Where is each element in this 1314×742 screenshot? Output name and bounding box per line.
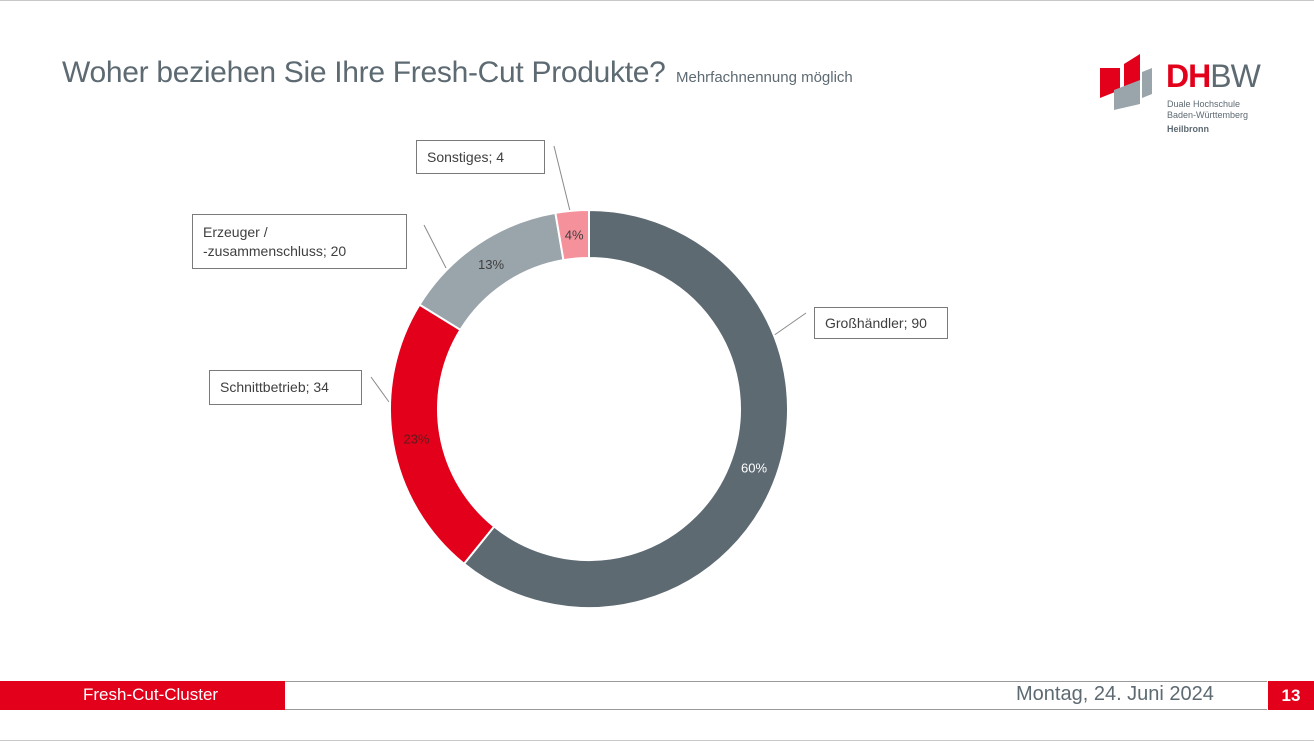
footer-rule-bottom <box>285 709 1267 710</box>
top-rule <box>0 0 1314 1</box>
percent-label-grosshaendler: 60% <box>741 460 767 475</box>
leader-line-grosshaendler <box>772 312 807 337</box>
logo-line2: Baden-Württemberg <box>1167 110 1249 120</box>
leader-line-schnittbetrieb <box>370 376 390 403</box>
logo-line1: Duale Hochschule <box>1167 99 1241 109</box>
percent-label-sonstiges: 4% <box>565 228 584 243</box>
leader-line-erzeuger-zusammenschluss <box>423 224 447 269</box>
footer-red-bar <box>0 681 285 710</box>
doughnut-chart: 60% 23% 13% 4% <box>370 145 807 609</box>
callout-erzeuger-line1: Erzeuger / <box>203 223 268 240</box>
dhbw-logo-mark <box>1100 54 1152 110</box>
page-number: 13 <box>1268 681 1314 710</box>
dhbw-logo: DHBW Duale Hochschule Baden-Württemberg … <box>1100 54 1270 138</box>
callout-grosshaendler: Großhändler; 90 <box>814 307 948 339</box>
callout-erzeuger-line2: -zusammenschluss; 20 <box>203 242 347 259</box>
bottom-rule <box>0 740 1314 741</box>
callout-schnittbetrieb-text: Schnittbetrieb; 34 <box>220 379 329 395</box>
callout-schnittbetrieb: Schnittbetrieb; 34 <box>209 370 362 405</box>
percent-label-schnittbetrieb: 23% <box>404 432 430 447</box>
slide-header: Woher beziehen Sie Ihre Fresh-Cut Produk… <box>62 56 853 90</box>
logo-word-gray: BW <box>1210 58 1261 94</box>
callout-grosshaendler-text: Großhändler; 90 <box>825 314 927 331</box>
leader-line-sonstiges <box>553 145 571 212</box>
footer-rule-top <box>285 681 1267 682</box>
slice-sonstiges <box>554 208 590 262</box>
slide-subtitle: Mehrfachnennung möglich <box>676 69 853 86</box>
slide-title: Woher beziehen Sie Ihre Fresh-Cut Produk… <box>62 56 666 89</box>
callout-sonstiges: Sonstiges; 4 <box>416 140 545 174</box>
logo-wordmark: DHBW <box>1166 58 1261 94</box>
callout-sonstiges-text: Sonstiges; 4 <box>427 148 505 165</box>
footer-project-name: Fresh-Cut-Cluster <box>83 685 219 704</box>
slice-grosshaendler <box>462 208 789 609</box>
logo-word-red: DH <box>1166 58 1211 94</box>
logo-city: Heilbronn <box>1167 124 1209 134</box>
callout-erzeuger: Erzeuger / -zusammenschluss; 20 <box>192 214 407 269</box>
footer-date: Montag, 24. Juni 2024 <box>1016 683 1214 705</box>
percent-label-erzeuger-zusammenschluss: 13% <box>478 257 504 272</box>
